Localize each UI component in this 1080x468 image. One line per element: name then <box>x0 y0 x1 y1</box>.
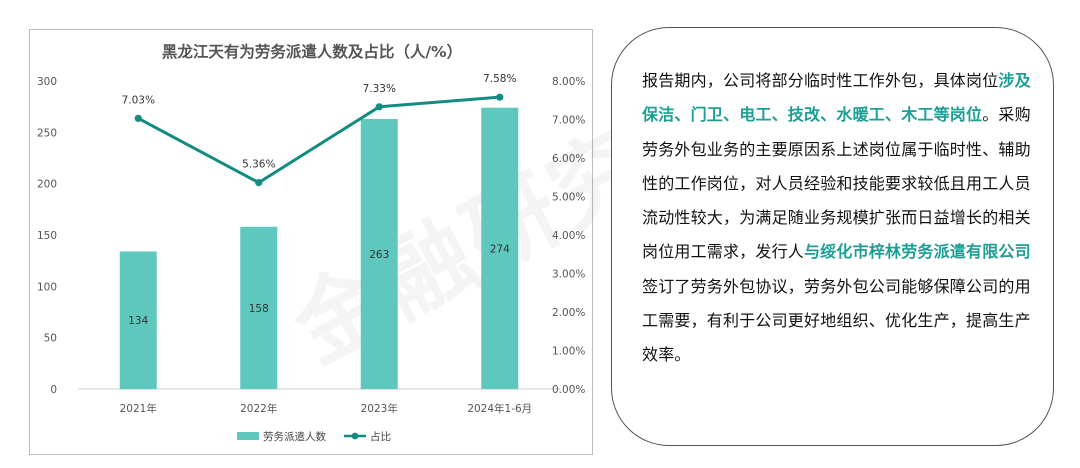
line-point <box>375 103 383 111</box>
right-tick-label: 8.00% <box>552 76 585 88</box>
right-tick-label: 6.00% <box>552 153 585 165</box>
chart-title: 黑龙江天有为劳务派遣人数及占比（人/%） <box>162 42 462 61</box>
line-series: 7.03% 5.36% 7.33% 7.58% <box>122 73 516 187</box>
bar-data-label: 274 <box>490 243 510 255</box>
bar-data-label: 263 <box>369 249 389 261</box>
line-data-label: 7.58% <box>483 73 516 85</box>
left-axis-ticks: 0 50 100 150 200 250 300 <box>37 76 57 396</box>
category-label: 2021年 <box>120 402 157 415</box>
line-point <box>134 114 142 122</box>
highlighted-text: 与绥化市梓林劳务派遣有限公司 <box>804 242 1031 262</box>
bar <box>119 251 157 389</box>
legend-line-label: 占比 <box>370 430 391 443</box>
highlighted-text: 涉及保洁、门卫、电工、技改、水暖工、木工等岗位 <box>642 71 1031 125</box>
body-text: 签订了劳务外包协议，劳务外包公司能够保障公司的用工需要，有利于公司更好地组织、优… <box>642 276 1031 365</box>
left-tick-label: 50 <box>44 333 57 345</box>
left-tick-label: 200 <box>37 179 57 191</box>
category-label: 2023年 <box>361 402 398 415</box>
line-data-label: 5.36% <box>242 159 275 171</box>
bar <box>481 107 519 390</box>
line-data-label: 7.03% <box>122 94 155 106</box>
bar-data-label: 134 <box>128 315 148 327</box>
bar <box>240 226 278 389</box>
legend-bar-label: 劳务派遣人数 <box>263 430 326 443</box>
legend: 劳务派遣人数 占比 <box>237 430 391 443</box>
left-tick-label: 300 <box>37 76 57 88</box>
right-tick-label: 1.00% <box>552 346 585 358</box>
legend-bar-swatch <box>237 432 259 440</box>
bar-data-labels: 134 158 263 274 <box>128 243 510 327</box>
left-tick-label: 100 <box>37 281 57 293</box>
legend-line-marker <box>351 432 359 440</box>
category-labels: 2021年 2022年 2023年 2024年1-6月 <box>120 402 533 415</box>
right-tick-label: 7.00% <box>552 115 585 127</box>
right-tick-label: 3.00% <box>552 269 585 281</box>
body-text: 报告期内，公司将部分临时性工作外包，具体岗位 <box>642 71 999 90</box>
bar-series <box>119 107 519 390</box>
line-point <box>496 93 504 101</box>
right-tick-label: 5.00% <box>552 192 585 204</box>
category-label: 2022年 <box>240 402 277 415</box>
body-text: 。采购劳务外包业务的主要原因系上述岗位属于临时性、辅助性的工作岗位，对人员经验和… <box>642 105 1031 262</box>
bar-data-label: 158 <box>249 303 269 315</box>
category-label: 2024年1-6月 <box>467 402 532 415</box>
right-tick-label: 0.00% <box>552 384 585 396</box>
bar <box>360 118 398 389</box>
right-axis-ticks: 0.00% 1.00% 2.00% 3.00% 4.00% 5.00% 6.00% 7.00%… <box>552 76 585 396</box>
combo-chart: 黑龙江天有为劳务派遣人数及占比（人/%） 050100150200250300 … <box>37 42 585 443</box>
line-path <box>137 95 500 185</box>
left-tick-label: 150 <box>37 230 57 242</box>
left-tick-label: 250 <box>37 127 57 139</box>
line-data-label: 7.33% <box>363 83 396 95</box>
left-tick-label: 0 <box>50 384 57 396</box>
right-tick-label: 2.00% <box>552 307 585 319</box>
description-panel: 报告期内，公司将部分临时性工作外包，具体岗位涉及保洁、门卫、电工、技改、水暖工、… <box>611 27 1054 446</box>
description-text: 报告期内，公司将部分临时性工作外包，具体岗位涉及保洁、门卫、电工、技改、水暖工、… <box>642 64 1032 373</box>
right-tick-label: 4.00% <box>552 230 585 242</box>
chart-panel: 金融研究院 黑龙江天有为劳务派遣人数及占比（人/%） 0501001502002… <box>29 29 751 455</box>
line-point <box>255 179 263 187</box>
